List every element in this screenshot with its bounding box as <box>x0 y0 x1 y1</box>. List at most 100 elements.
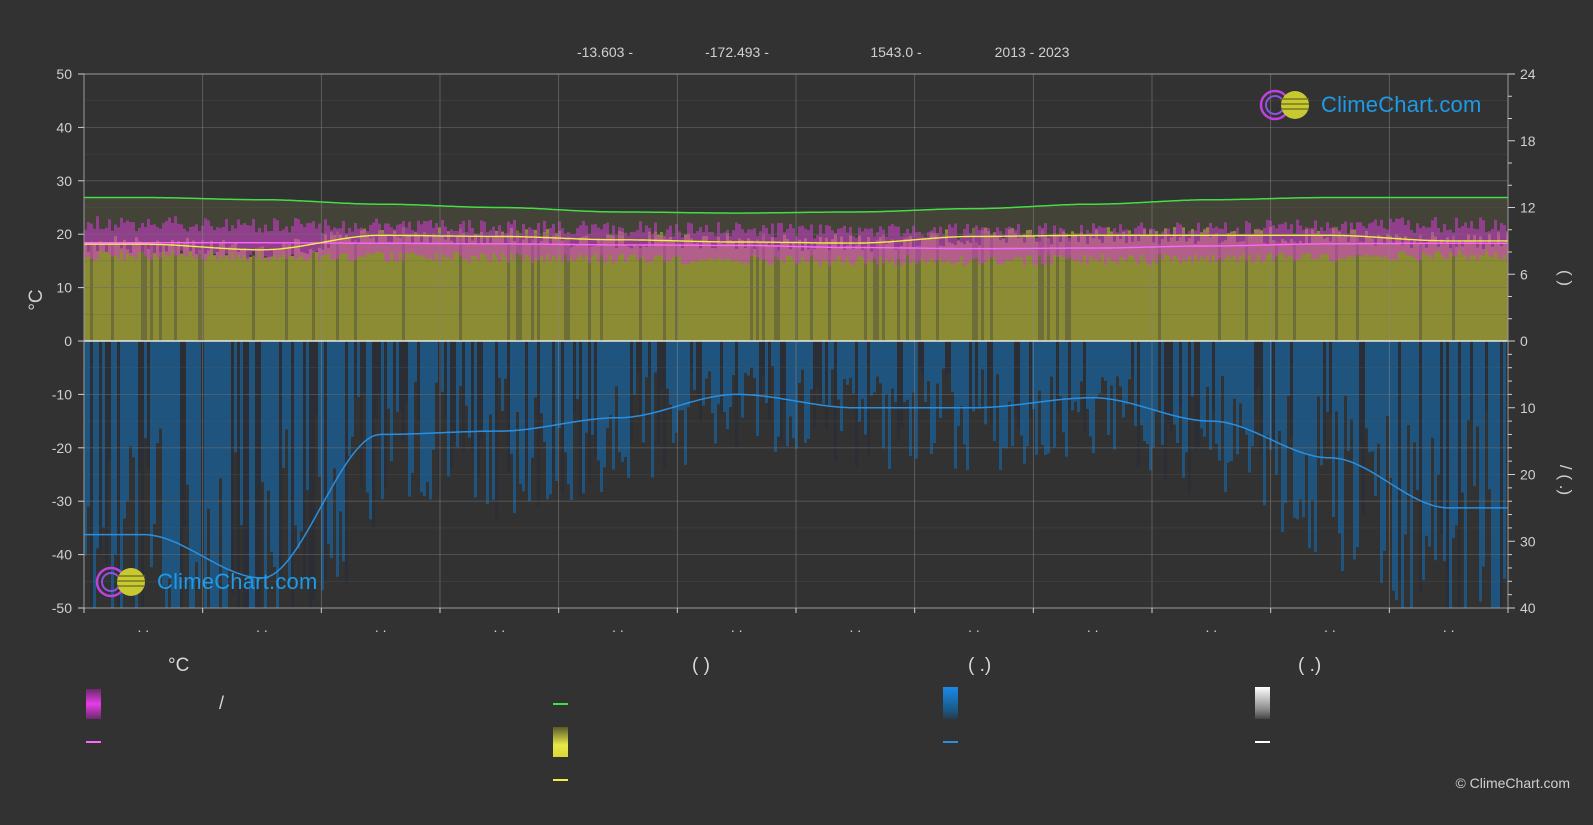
sunshine-bar <box>225 255 228 341</box>
legend-swatch-snow <box>1255 687 1270 719</box>
sunshine-bar <box>1167 241 1170 341</box>
temp-range-bar <box>546 235 549 255</box>
rain-bar <box>1200 341 1203 429</box>
temp-range-bar <box>453 230 456 253</box>
temp-range-bar <box>213 230 216 254</box>
temp-range-bar <box>660 237 663 255</box>
right-upper-tick-label: 24 <box>1520 66 1536 82</box>
temp-range-bar <box>1350 222 1353 257</box>
temp-range-bar <box>1038 225 1041 256</box>
climate-chart: 50 40 30 20 10 0 -10 -20 -30 -40 -50 24 18 12 6 0 10 20 30… <box>26 44 1575 635</box>
rain-bar <box>744 341 747 374</box>
temp-range-bar <box>1290 224 1293 256</box>
rain-bar <box>336 341 339 577</box>
sunshine-bar <box>390 242 393 341</box>
rain-bar <box>156 341 159 444</box>
rain-bar <box>1164 341 1167 481</box>
sunshine-bar <box>753 248 756 341</box>
sunshine-bar <box>816 242 819 341</box>
temp-range-bar <box>504 233 507 258</box>
temp-range-bar <box>261 232 264 260</box>
rain-bar <box>1017 341 1020 429</box>
axes: 50 40 30 20 10 0 -10 -20 -30 -40 -50 24 18 12 6 0 10 20 30… <box>52 66 1536 635</box>
legend-swatch-snow-line <box>1255 741 1270 743</box>
rain-bar <box>1332 341 1335 518</box>
temp-range-bar <box>501 232 504 253</box>
sunshine-bar <box>873 248 876 341</box>
temp-range-bar <box>528 227 531 258</box>
temp-range-bar <box>1455 217 1458 257</box>
temp-range-bar <box>543 220 546 263</box>
temp-range-bar <box>1323 230 1326 255</box>
temp-range-bar <box>507 221 510 263</box>
sunshine-bar <box>1407 238 1410 341</box>
sunshine-bar <box>1107 227 1110 341</box>
temp-range-bar <box>1482 220 1485 256</box>
rain-bar <box>921 341 924 375</box>
rain-bar <box>438 341 441 494</box>
temp-range-bar <box>1365 228 1368 255</box>
rain-bar <box>279 341 282 585</box>
sunshine-bar <box>207 250 210 341</box>
sunshine-bar <box>1038 241 1041 341</box>
temp-range-bar <box>1398 218 1401 253</box>
rain-bar <box>1167 341 1170 425</box>
sunshine-bar <box>1146 235 1149 341</box>
sunshine-bar <box>1485 244 1488 341</box>
rain-bar <box>702 341 705 406</box>
rain-bar <box>378 341 381 393</box>
temp-range-bar <box>492 226 495 254</box>
sunshine-bar <box>156 240 159 341</box>
rain-bar <box>1248 341 1251 473</box>
temp-range-bar <box>1245 221 1248 262</box>
rain-bar <box>1383 341 1386 551</box>
temp-range-bar <box>1197 222 1200 261</box>
rain-bar <box>876 341 879 377</box>
sunshine-bar <box>282 243 285 341</box>
temp-range-bar <box>273 218 276 255</box>
rain-bar <box>1209 341 1212 450</box>
temp-range-bar <box>1452 232 1455 257</box>
rain-bar <box>1287 341 1290 396</box>
rain-bar <box>108 341 111 461</box>
rain-bar <box>1050 341 1053 377</box>
rain-bar <box>1236 341 1239 455</box>
temp-range-bar <box>1128 232 1131 256</box>
sunshine-bar <box>1374 245 1377 341</box>
temp-range-bar <box>1071 234 1074 260</box>
temp-range-bar <box>1155 233 1158 264</box>
temp-range-bar <box>1098 226 1101 263</box>
temp-range-bar <box>870 228 873 263</box>
sunshine-bar <box>597 239 600 341</box>
temp-range-bar <box>1083 236 1086 255</box>
sunshine-bar <box>969 243 972 341</box>
rain-bar <box>933 341 936 444</box>
temp-range-bar <box>1218 228 1221 259</box>
temp-range-bar <box>1479 217 1482 255</box>
rain-bar <box>1143 341 1146 441</box>
rain-bar <box>1305 341 1308 454</box>
brand-logo-bottom[interactable]: ClimeChart.com <box>95 565 318 599</box>
sunshine-bar <box>1068 241 1071 341</box>
sunshine-bar <box>84 244 87 341</box>
sunshine-bar <box>552 235 555 341</box>
sunshine-bar <box>303 252 306 341</box>
rain-bar <box>468 341 471 438</box>
sunshine-bar <box>537 244 540 341</box>
rain-bar <box>1302 341 1305 518</box>
rain-bar <box>666 341 669 389</box>
rain-bar <box>642 341 645 443</box>
rain-bar <box>855 341 858 468</box>
rain-bar <box>1386 341 1389 416</box>
sunshine-bar <box>1188 238 1191 341</box>
sunshine-bar <box>1422 243 1425 341</box>
sunshine-bar <box>1506 232 1508 341</box>
temp-range-bar <box>819 224 822 266</box>
rain-bar <box>726 341 729 429</box>
copyright: © ClimeChart.com <box>1455 775 1570 791</box>
rain-bar <box>315 341 318 415</box>
brand-logo-top[interactable]: ClimeChart.com <box>1259 88 1482 122</box>
sunshine-bar <box>438 227 441 341</box>
rain-bar <box>1095 341 1098 399</box>
sunshine-bar <box>1059 241 1062 341</box>
